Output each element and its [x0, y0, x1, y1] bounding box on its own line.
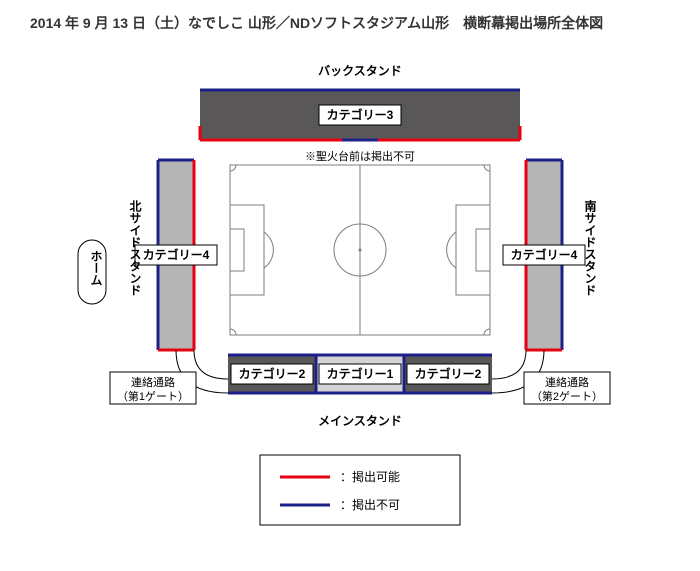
svg-text:：掲出不可: ：掲出不可 — [340, 497, 400, 512]
svg-text:ホーム: ホーム — [89, 250, 103, 286]
north-side-label: 北サイドスタンド — [128, 199, 142, 296]
svg-text:（第2ゲート）: （第2ゲート） — [531, 389, 603, 403]
page-title: 2014 年 9 月 13 日（土）なでしこ 山形／NDソフトスタジアム山形 横… — [30, 15, 603, 31]
main-stand-label: メインスタンド — [318, 414, 402, 428]
svg-text:連絡通路: 連絡通路 — [545, 375, 589, 389]
svg-text:（第1ゲート）: （第1ゲート） — [117, 389, 189, 403]
svg-text:連絡通路: 連絡通路 — [131, 375, 175, 389]
legend-box — [260, 455, 460, 525]
svg-text:カテゴリー4: カテゴリー4 — [143, 247, 210, 262]
svg-text:カテゴリー2: カテゴリー2 — [239, 366, 306, 381]
south-side-label: 南サイドスタンド — [583, 199, 597, 296]
svg-text:カテゴリー2: カテゴリー2 — [415, 366, 482, 381]
svg-text:カテゴリー1: カテゴリー1 — [327, 366, 394, 381]
svg-text:カテゴリー3: カテゴリー3 — [327, 107, 394, 122]
svg-text:カテゴリー4: カテゴリー4 — [511, 247, 578, 262]
torch-note: ※聖火台前は掲出不可 — [305, 149, 415, 163]
back-stand-label: バックスタンド — [318, 64, 402, 78]
svg-text:：掲出可能: ：掲出可能 — [340, 469, 400, 484]
